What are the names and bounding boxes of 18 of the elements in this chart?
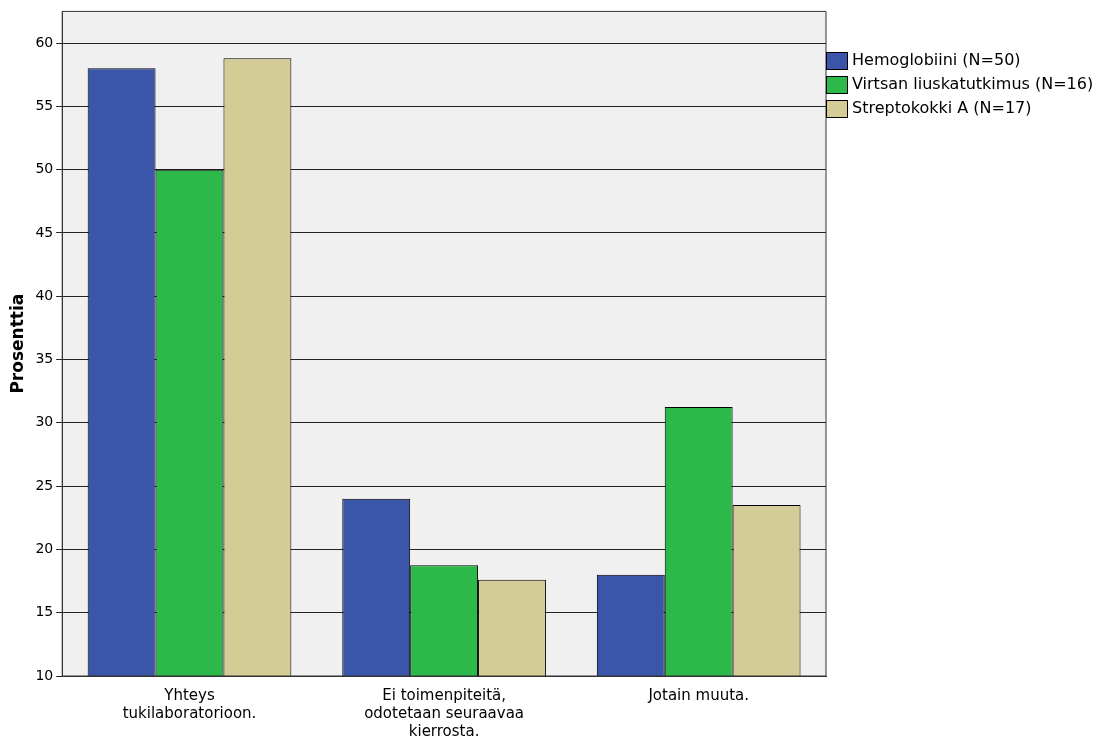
x-tick-label: Yhteys tukilaboratorioon. bbox=[122, 685, 257, 722]
y-tick-label: 30 bbox=[35, 413, 54, 430]
y-tick-label: 35 bbox=[35, 350, 54, 367]
y-tick-label: 55 bbox=[35, 96, 54, 113]
y-tick-label: 25 bbox=[35, 476, 54, 493]
x-tick-label: Jotain muuta. bbox=[647, 685, 749, 704]
y-tick-label: 40 bbox=[35, 286, 54, 303]
legend-label: Streptokokki A (N=17) bbox=[852, 98, 1032, 117]
y-axis-title: Prosenttia bbox=[6, 293, 27, 394]
y-tick-label: 50 bbox=[35, 160, 54, 177]
y-tick-label: 60 bbox=[35, 33, 54, 50]
legend-label: Hemoglobiini (N=50) bbox=[852, 50, 1021, 69]
y-tick-label: 15 bbox=[35, 603, 54, 620]
y-tick-label: 20 bbox=[35, 540, 54, 557]
y-tick-label: 45 bbox=[35, 223, 54, 240]
x-tick-label: Ei toimenpiteitä, odotetaan seuraavaa kierrosta. bbox=[364, 685, 525, 740]
legend-label: Virtsan liuskatutkimus (N=16) bbox=[852, 74, 1094, 93]
y-tick-label: 10 bbox=[35, 666, 54, 683]
